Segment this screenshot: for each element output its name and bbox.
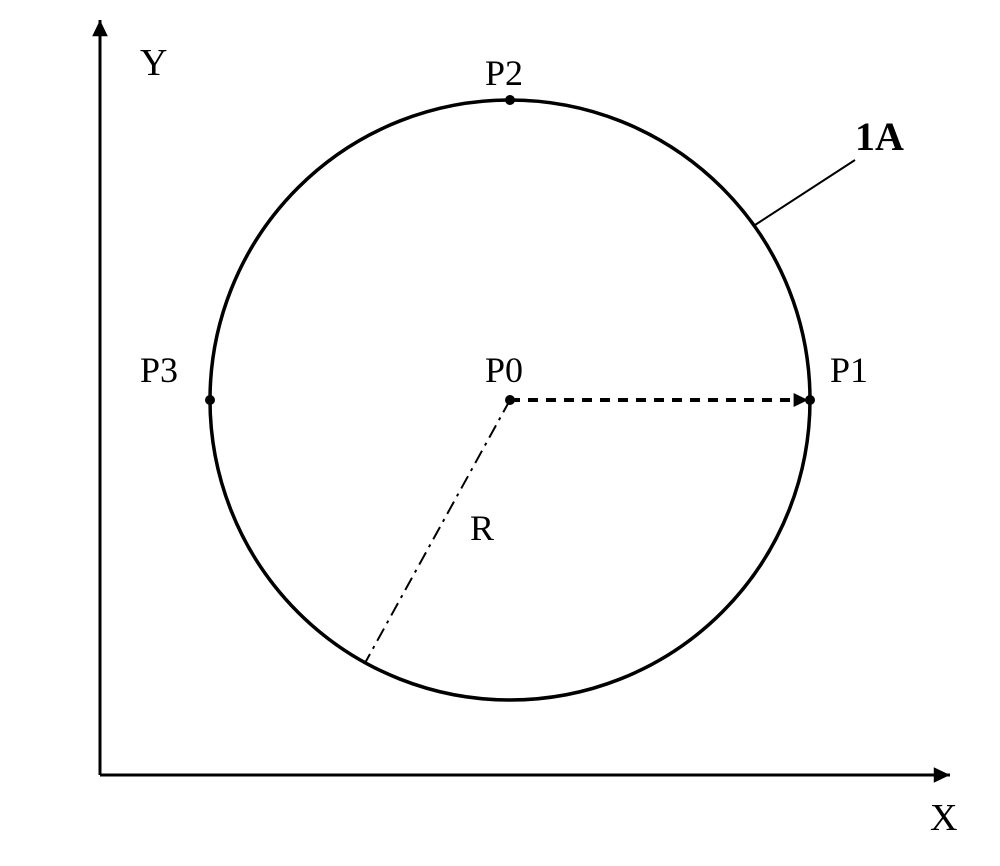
- point-p3: [205, 395, 215, 405]
- callout-leader: [755, 160, 855, 225]
- point-label-p0: P0: [485, 350, 523, 390]
- callout-label-1a: 1A: [855, 114, 904, 159]
- radius-label: R: [470, 508, 494, 548]
- point-p2: [505, 95, 515, 105]
- arrowhead: [92, 20, 108, 36]
- point-label-p1: P1: [830, 350, 868, 390]
- point-label-p2: P2: [485, 53, 523, 93]
- y-axis-label: Y: [140, 42, 167, 84]
- arrowhead: [934, 767, 950, 783]
- point-label-p3: P3: [140, 350, 178, 390]
- point-p0: [505, 395, 515, 405]
- x-axis-label: X: [930, 797, 957, 839]
- point-p1: [805, 395, 815, 405]
